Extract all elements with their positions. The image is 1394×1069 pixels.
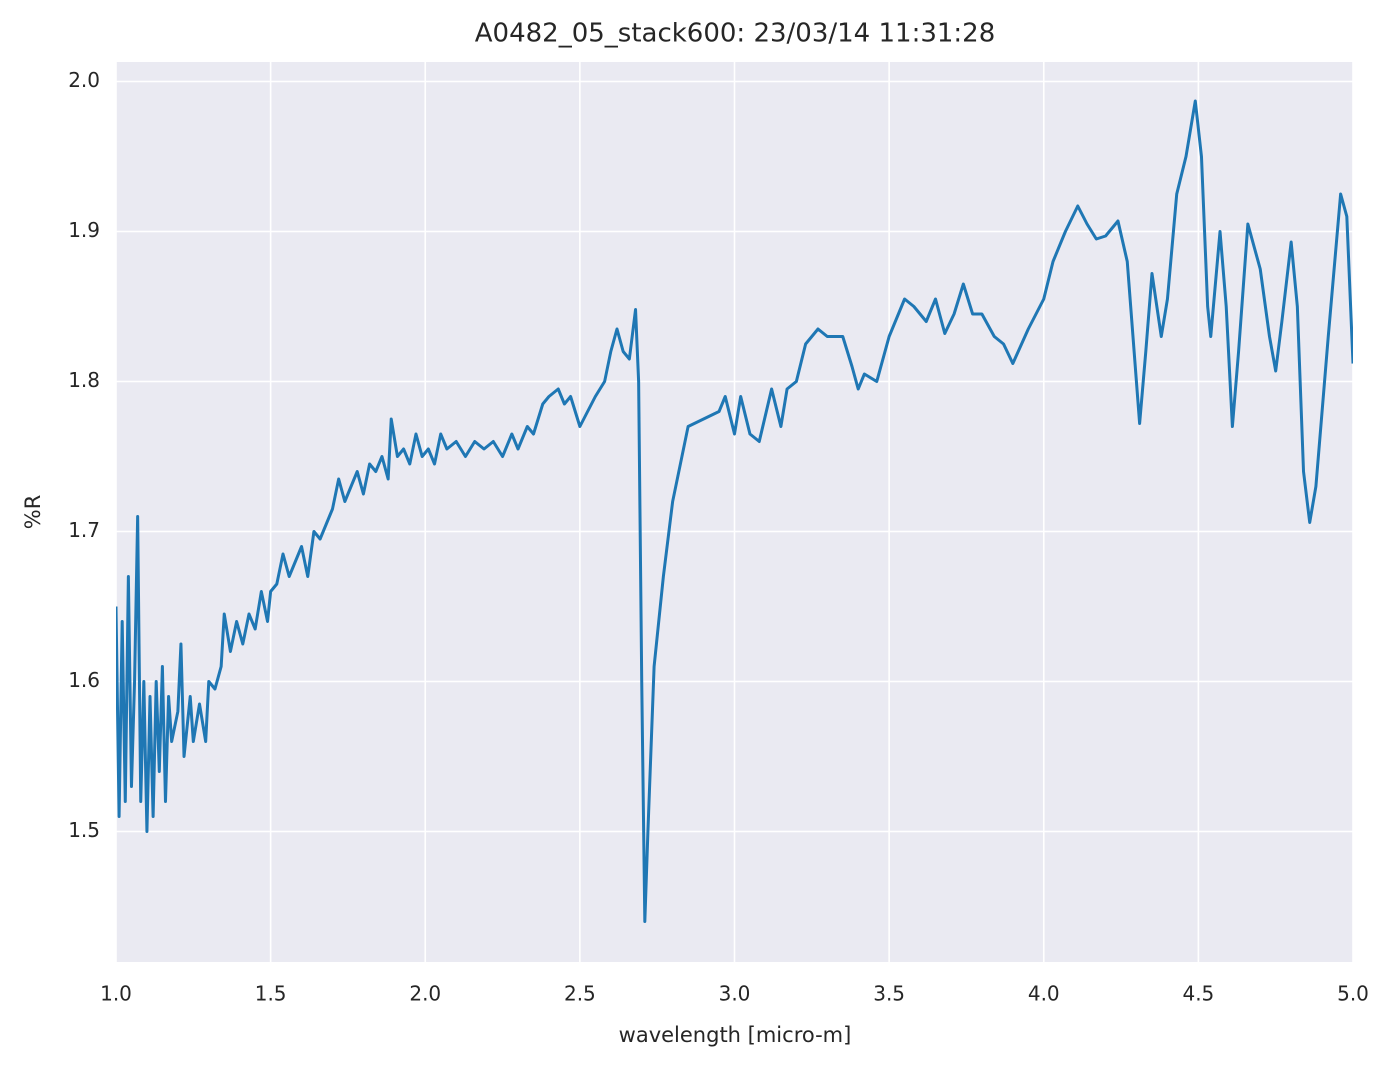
marks bbox=[116, 99, 1353, 923]
y-tick-label: 1.5 bbox=[68, 818, 100, 842]
y-tick-label: 2.0 bbox=[68, 68, 100, 92]
data-line bbox=[116, 99, 1353, 923]
x-tick-label: 2.5 bbox=[564, 982, 596, 1006]
x-tick-label: 2.0 bbox=[409, 982, 441, 1006]
x-axis-label: wavelength [micro-m] bbox=[619, 1023, 852, 1047]
x-tick-label: 4.0 bbox=[1028, 982, 1060, 1006]
y-tick-label: 1.6 bbox=[68, 668, 100, 692]
x-tick-label: 4.5 bbox=[1182, 982, 1214, 1006]
y-tick-label: 1.8 bbox=[68, 368, 100, 392]
chart-title: A0482_05_stack600: 23/03/14 11:31:28 bbox=[475, 19, 996, 49]
x-tick-label: 5.0 bbox=[1337, 982, 1369, 1006]
grid bbox=[115, 62, 1354, 962]
y-axis-label: %R bbox=[21, 495, 45, 530]
x-tick-label: 3.0 bbox=[719, 982, 751, 1006]
x-tick-label: 3.5 bbox=[873, 982, 905, 1006]
x-tick-label: 1.0 bbox=[100, 982, 132, 1006]
x-tick-label: 1.5 bbox=[255, 982, 287, 1006]
y-tick-label: 1.9 bbox=[68, 218, 100, 242]
y-tick-label: 1.7 bbox=[68, 518, 100, 542]
